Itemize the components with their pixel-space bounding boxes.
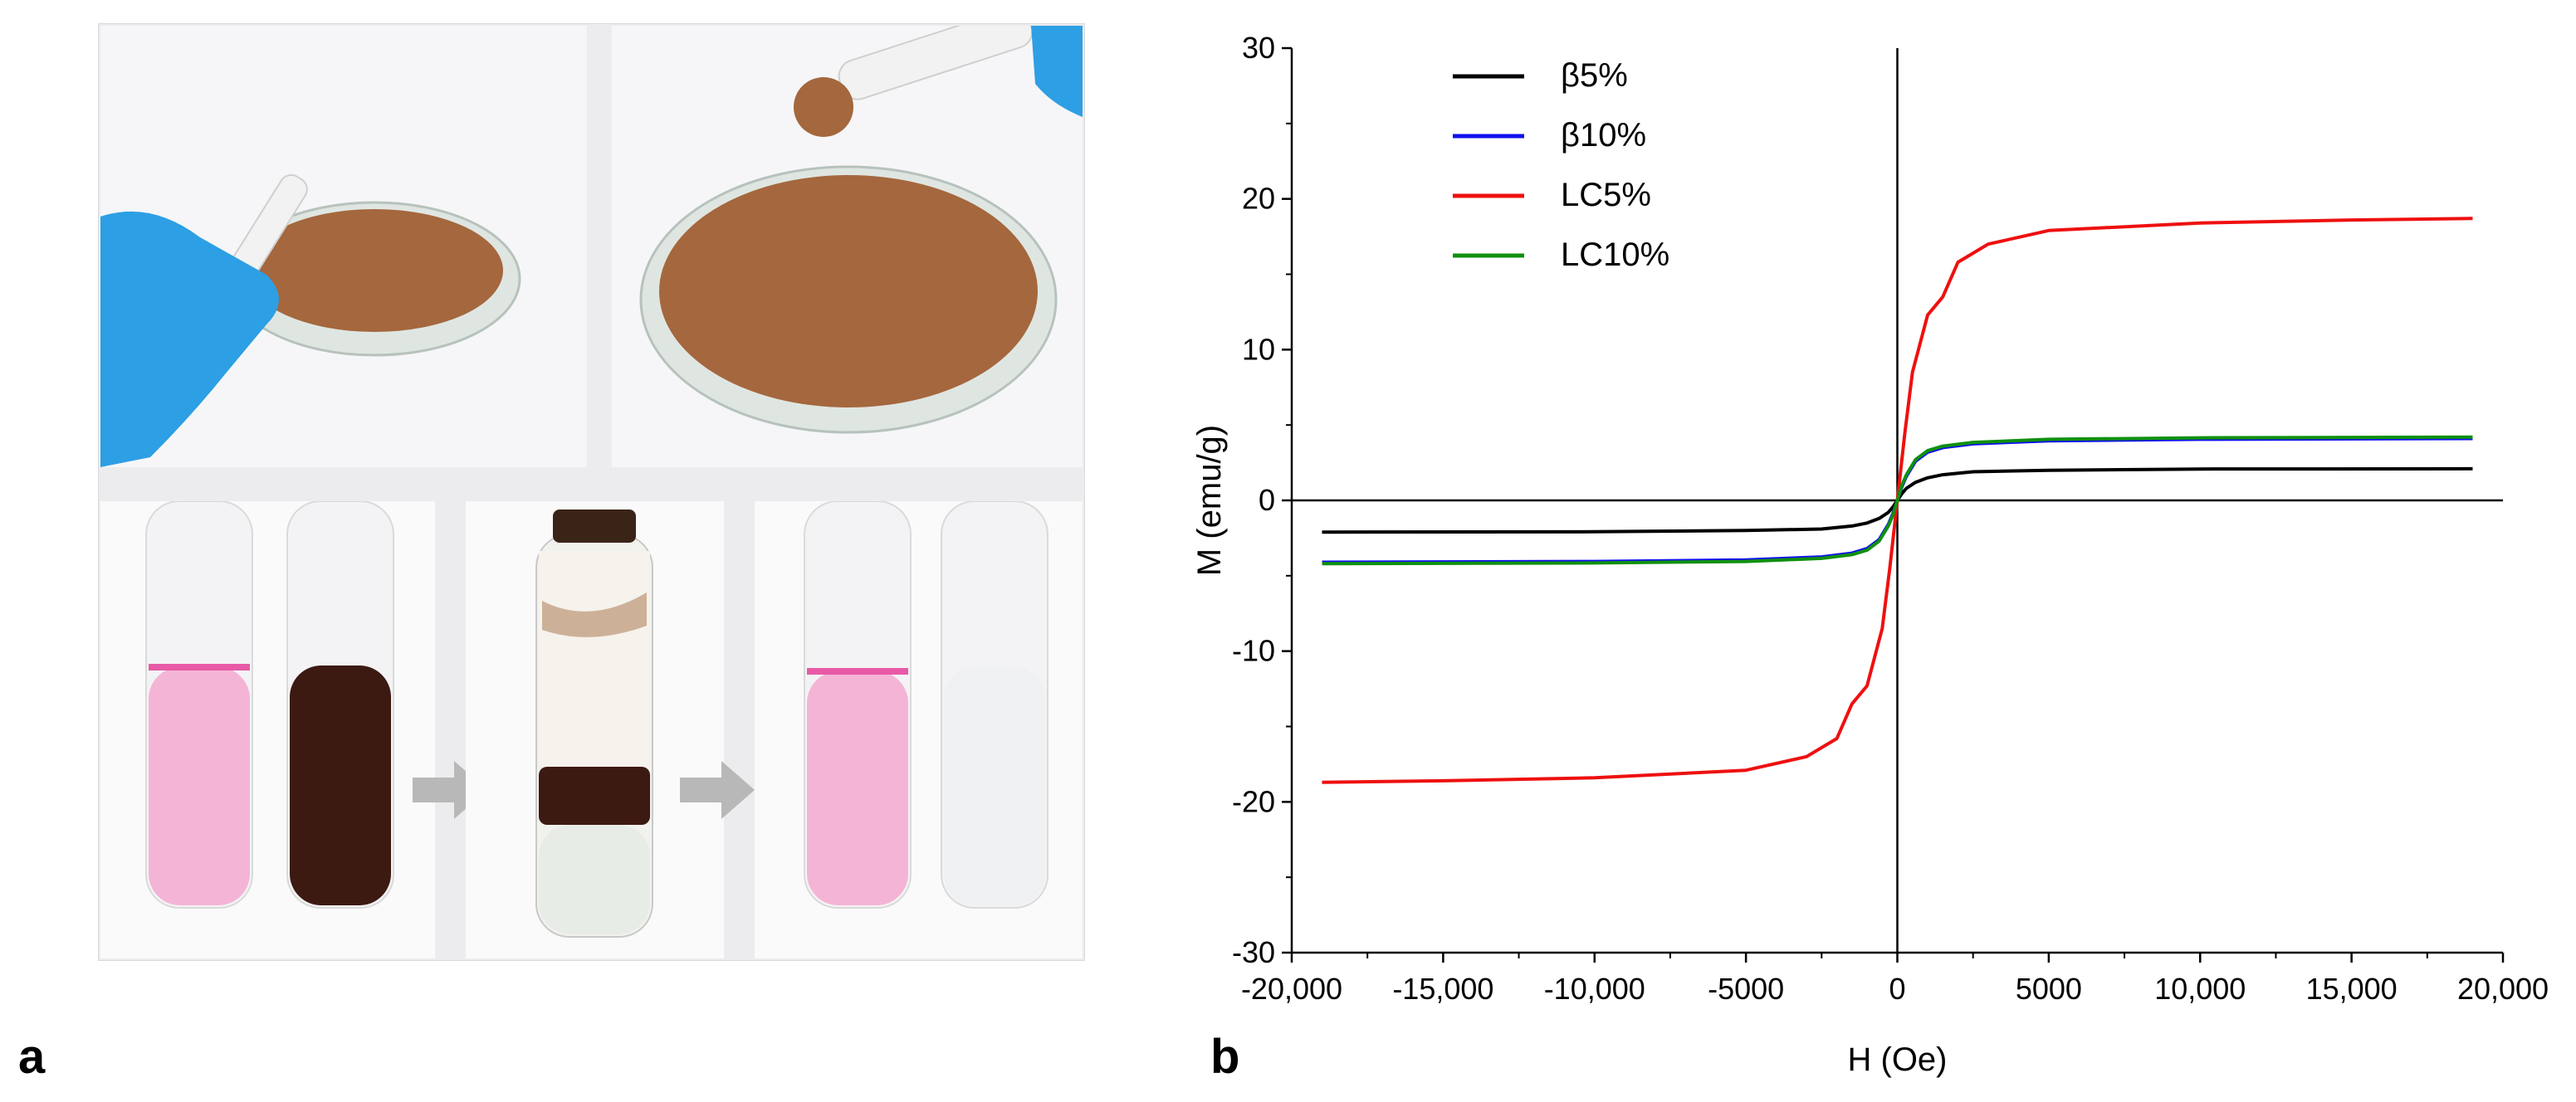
powder-dish-illustration <box>639 26 1083 434</box>
y-tick-label: -30 <box>1232 935 1275 969</box>
x-tick-label: -15,000 <box>1392 972 1493 1006</box>
pink-solution <box>149 667 250 905</box>
tube-upper <box>539 551 650 767</box>
x-tick-label: 15,000 <box>2306 972 2398 1006</box>
photo-top-left <box>100 26 587 467</box>
pestle-icon <box>838 26 1034 100</box>
x-tick-label: -5000 <box>1708 972 1784 1006</box>
dark-brown-suspension <box>290 666 391 905</box>
legend-label: β5% <box>1561 57 1628 94</box>
legend-label: LC10% <box>1561 236 1669 273</box>
legend-label: β10% <box>1561 117 1646 154</box>
x-tick-label: 20,000 <box>2457 972 2549 1006</box>
clear-liquid <box>944 667 1045 905</box>
photo-bottom-middle <box>466 501 724 958</box>
panel-letter-b: b <box>1210 1030 1240 1084</box>
panel-letter-a: a <box>18 1030 46 1084</box>
y-tick-label: -20 <box>1232 784 1275 818</box>
arrow-right-icon <box>680 761 755 819</box>
ticks: 30 20 10 0 -10 -20 -30-20,000 -15,000 -10,000 -50… <box>1232 31 2549 1006</box>
photo-bottom-right <box>755 501 1083 958</box>
tubes-after-illustration <box>804 501 1048 909</box>
series-lines <box>1322 217 2473 784</box>
x-tick-label: -20,000 <box>1241 972 1342 1006</box>
meniscus <box>807 668 908 675</box>
glove-icon <box>1031 26 1083 117</box>
x-tick-label: 10,000 <box>2154 972 2246 1006</box>
x-tick-label: 0 <box>1889 972 1905 1006</box>
x-axis-title: H (Oe) <box>1848 1041 1948 1078</box>
y-tick-label: 10 <box>1242 332 1275 366</box>
magnet-cap <box>553 510 636 543</box>
legend: β5% β10% LC5% LC10% <box>1453 57 1669 273</box>
y-tick-label: 0 <box>1259 483 1275 517</box>
tubes-before-illustration <box>145 501 394 909</box>
clear-liquid <box>539 825 650 934</box>
photo-panel <box>98 23 1085 961</box>
x-tick-label: -10,000 <box>1544 972 1645 1006</box>
powder-fill <box>659 175 1038 407</box>
pink-solution <box>807 671 908 905</box>
x-tick-label: 5000 <box>2016 972 2082 1006</box>
separated-particles <box>539 767 650 825</box>
legend-label: LC5% <box>1561 177 1651 213</box>
glove-icon <box>100 211 279 467</box>
y-tick-label: -10 <box>1232 634 1275 668</box>
residue-stain <box>542 592 647 637</box>
meniscus <box>149 664 250 670</box>
photo-top-right <box>612 26 1083 467</box>
y-tick-label: 20 <box>1242 182 1275 216</box>
powder-fill <box>246 209 503 332</box>
powder-on-pestle <box>794 77 853 137</box>
photo-bottom-left <box>100 501 435 958</box>
y-axis-title: M (emu/g) <box>1191 425 1228 576</box>
series-line-4 <box>1322 435 2473 566</box>
magnetic-separation-illustration <box>535 510 653 938</box>
grinding-setup-illustration <box>100 173 521 467</box>
magnetization-chart: 30 20 10 0 -10 -20 -30-20,000 -15,000 -10,000 -50… <box>1191 31 2549 1078</box>
y-tick-label: 30 <box>1242 31 1275 65</box>
